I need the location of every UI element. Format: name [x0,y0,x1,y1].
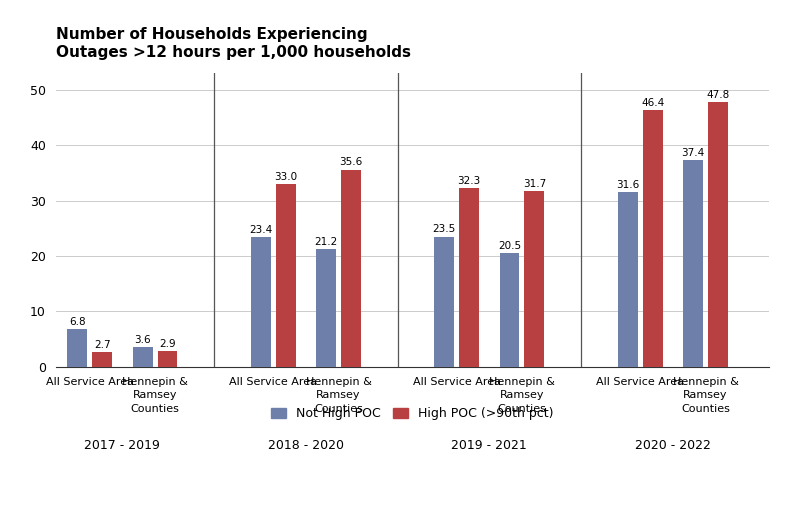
Text: 32.3: 32.3 [458,176,481,185]
Bar [618,192,638,367]
Bar [92,352,112,367]
Text: 2018 - 2020: 2018 - 2020 [268,439,344,452]
Text: 2017 - 2019: 2017 - 2019 [84,439,160,452]
Text: 47.8: 47.8 [707,90,730,100]
Text: 46.4: 46.4 [641,97,665,108]
Bar [683,160,703,367]
Text: 2020 - 2022: 2020 - 2022 [635,439,711,452]
Text: 23.4: 23.4 [249,225,272,235]
Bar [276,184,296,367]
Bar [642,110,662,367]
Text: 2.7: 2.7 [94,340,110,350]
Text: 3.6: 3.6 [134,335,151,345]
Text: 21.2: 21.2 [315,237,338,247]
Text: 37.4: 37.4 [681,148,705,158]
Bar [316,249,336,367]
Bar [341,170,361,367]
Text: Number of Households Experiencing
Outages >12 hours per 1,000 households: Number of Households Experiencing Outage… [56,27,411,60]
Text: 23.5: 23.5 [433,224,456,234]
Text: 33.0: 33.0 [274,172,297,182]
Text: 6.8: 6.8 [69,317,86,327]
Bar [500,253,519,367]
Bar [67,329,87,367]
Text: 31.7: 31.7 [523,179,546,189]
Text: 2019 - 2021: 2019 - 2021 [451,439,527,452]
Text: 31.6: 31.6 [616,180,639,190]
Bar [132,347,152,367]
Bar [158,351,178,367]
Bar [708,102,728,367]
Bar [435,237,454,367]
Text: 20.5: 20.5 [498,241,521,251]
Legend: Not High POC, High POC (>90th pct): Not High POC, High POC (>90th pct) [266,402,559,425]
Bar [459,188,479,367]
Text: 35.6: 35.6 [339,158,362,168]
Bar [251,237,270,367]
Text: 2.9: 2.9 [159,339,176,348]
Bar [524,191,544,367]
